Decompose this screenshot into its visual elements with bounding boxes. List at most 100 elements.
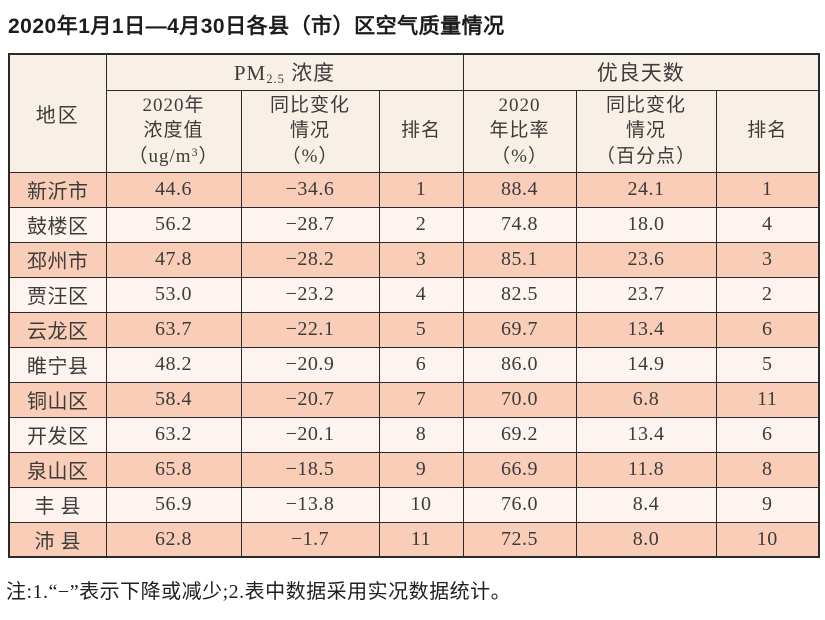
cell-pm25-rank: 9 bbox=[378, 451, 464, 488]
cell-region: 开发区 bbox=[8, 416, 107, 453]
header-sub-row: 2020年 浓度值 （ug/m3） 同比变化 情况 （%） 排名 2020 年比… bbox=[9, 89, 820, 173]
cell-pm25-value: 63.2 bbox=[105, 416, 242, 453]
cell-good-value: 86.0 bbox=[462, 346, 577, 383]
table-row: 新沂市 44.6 −34.6 1 88.4 24.1 1 bbox=[8, 171, 820, 208]
cell-pm25-rank: 10 bbox=[378, 486, 464, 523]
cell-good-rank: 2 bbox=[715, 276, 820, 313]
cell-region: 睢宁县 bbox=[8, 346, 107, 383]
cell-pm25-rank: 4 bbox=[378, 276, 464, 313]
cell-region: 新沂市 bbox=[8, 171, 107, 208]
cell-pm25-change: −20.1 bbox=[240, 416, 380, 453]
cell-pm25-value: 65.8 bbox=[105, 451, 242, 488]
pm25-label-suffix: 浓度 bbox=[284, 61, 336, 86]
cell-good-change: 14.9 bbox=[575, 346, 717, 383]
cell-region: 鼓楼区 bbox=[8, 206, 107, 243]
cell-good-rank: 1 bbox=[715, 171, 820, 208]
cell-pm25-rank: 7 bbox=[378, 381, 464, 418]
cell-good-rank: 11 bbox=[715, 381, 820, 418]
header-group-row: 地区 PM2.5 浓度 优良天数 bbox=[8, 53, 820, 173]
cell-region: 云龙区 bbox=[8, 311, 107, 348]
cell-good-change: 6.8 bbox=[575, 381, 717, 418]
air-quality-table: 地区 PM2.5 浓度 优良天数 2020年 浓度值 （ug/m3） 同比变化 … bbox=[8, 53, 821, 558]
header-unit: （ug/m3） bbox=[107, 144, 240, 169]
header-line: 2020 bbox=[498, 95, 541, 117]
cell-pm25-rank: 2 bbox=[378, 206, 464, 243]
table-body: 新沂市 44.6 −34.6 1 88.4 24.1 1 鼓楼区 56.2 −28.7 2 74.8 1… bbox=[8, 171, 820, 558]
cell-good-value: 74.8 bbox=[462, 206, 577, 243]
header-pm25-group: PM2.5 浓度 bbox=[105, 53, 464, 91]
header-line: 年比率 bbox=[489, 120, 550, 142]
cell-pm25-rank: 5 bbox=[378, 311, 464, 348]
cell-pm25-value: 44.6 bbox=[105, 171, 242, 208]
cell-pm25-value: 58.4 bbox=[105, 381, 242, 418]
cell-pm25-value: 56.2 bbox=[105, 206, 242, 243]
cell-good-value: 69.7 bbox=[462, 311, 577, 348]
table-row: 邳州市 47.8 −28.2 3 85.1 23.6 3 bbox=[8, 241, 820, 278]
cell-pm25-change: −18.5 bbox=[240, 451, 380, 488]
cell-pm25-value: 47.8 bbox=[105, 241, 242, 278]
cell-pm25-change: −20.7 bbox=[240, 381, 380, 418]
header-pm25-value: 2020年 浓度值 （ug/m3） bbox=[105, 89, 242, 173]
cell-good-value: 66.9 bbox=[462, 451, 577, 488]
cell-good-rank: 3 bbox=[715, 241, 820, 278]
header-pm25-rank: 排名 bbox=[378, 89, 464, 173]
unit-suffix: ） bbox=[198, 145, 219, 167]
header-good-change: 同比变化 情况 （百分点） bbox=[575, 89, 717, 173]
cell-region: 沛 县 bbox=[8, 521, 107, 558]
cell-pm25-change: −1.7 bbox=[240, 521, 380, 558]
cell-good-change: 13.4 bbox=[575, 311, 717, 348]
cell-good-change: 24.1 bbox=[575, 171, 717, 208]
cell-good-value: 88.4 bbox=[462, 171, 577, 208]
cell-region: 贾汪区 bbox=[8, 276, 107, 313]
header-line: （百分点） bbox=[596, 145, 697, 167]
header-good-days-group: 优良天数 bbox=[462, 53, 820, 91]
header-line: 同比变化 bbox=[606, 95, 687, 117]
cell-region: 铜山区 bbox=[8, 381, 107, 418]
footnote: 注:1.“−”表示下降或减少;2.表中数据采用实况数据统计。 bbox=[6, 581, 512, 603]
cell-good-change: 23.6 bbox=[575, 241, 717, 278]
cell-pm25-rank: 8 bbox=[378, 416, 464, 453]
pm25-label-subscript: 2.5 bbox=[266, 72, 285, 87]
table-row: 铜山区 58.4 −20.7 7 70.0 6.8 11 bbox=[8, 381, 820, 418]
cell-pm25-change: −28.2 bbox=[240, 241, 380, 278]
cell-good-rank: 5 bbox=[715, 346, 820, 383]
cell-good-change: 23.7 bbox=[575, 276, 717, 313]
cell-pm25-value: 62.8 bbox=[105, 521, 242, 558]
cell-good-value: 82.5 bbox=[462, 276, 577, 313]
cell-good-rank: 4 bbox=[715, 206, 820, 243]
cell-pm25-value: 63.7 bbox=[105, 311, 242, 348]
header-good-value: 2020 年比率 （%） bbox=[462, 89, 577, 173]
header-line: 同比变化 bbox=[269, 95, 350, 117]
header-line: （%） bbox=[281, 145, 339, 167]
table-row: 丰 县 56.9 −13.8 10 76.0 8.4 9 bbox=[8, 486, 820, 523]
header-good-rank: 排名 bbox=[715, 89, 820, 173]
cell-good-rank: 10 bbox=[715, 521, 820, 558]
table-row: 贾汪区 53.0 −23.2 4 82.5 23.7 2 bbox=[8, 276, 820, 313]
cell-good-change: 11.8 bbox=[575, 451, 717, 488]
cell-good-value: 69.2 bbox=[462, 416, 577, 453]
cell-pm25-change: −22.1 bbox=[240, 311, 380, 348]
page-title: 2020年1月1日—4月30日各县（市）区空气质量情况 bbox=[8, 15, 505, 38]
cell-good-value: 85.1 bbox=[462, 241, 577, 278]
header-pm25-change: 同比变化 情况 （%） bbox=[240, 89, 380, 173]
cell-good-change: 8.0 bbox=[575, 521, 717, 558]
cell-region: 邳州市 bbox=[8, 241, 107, 278]
table-row: 开发区 63.2 −20.1 8 69.2 13.4 6 bbox=[8, 416, 820, 453]
header-line: （%） bbox=[491, 145, 548, 167]
header-line: 情况 bbox=[289, 120, 330, 142]
cell-good-value: 70.0 bbox=[462, 381, 577, 418]
unit-superscript: 3 bbox=[191, 146, 199, 160]
header-line: 情况 bbox=[626, 120, 667, 142]
cell-pm25-rank: 6 bbox=[378, 346, 464, 383]
cell-good-rank: 6 bbox=[715, 416, 820, 453]
header-region: 地区 bbox=[8, 53, 107, 173]
cell-pm25-value: 56.9 bbox=[105, 486, 242, 523]
cell-pm25-value: 48.2 bbox=[105, 346, 242, 383]
table-row: 鼓楼区 56.2 −28.7 2 74.8 18.0 4 bbox=[8, 206, 820, 243]
cell-region: 泉山区 bbox=[8, 451, 107, 488]
pm25-label-prefix: PM bbox=[233, 61, 267, 86]
cell-good-change: 8.4 bbox=[575, 486, 717, 523]
cell-good-rank: 9 bbox=[715, 486, 820, 523]
cell-pm25-rank: 3 bbox=[378, 241, 464, 278]
